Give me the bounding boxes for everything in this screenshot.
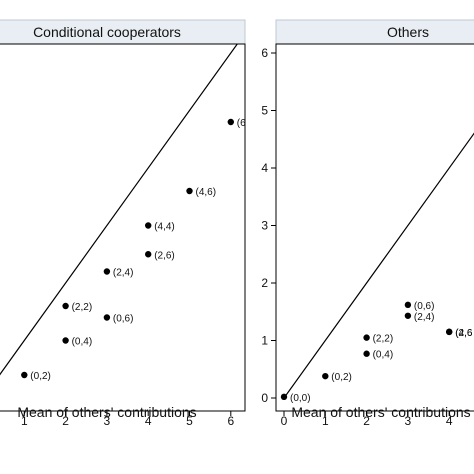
panel-2-point-label: (2,6 [455, 328, 473, 339]
panel-1-point-label: (4,4) [154, 222, 175, 233]
panel-1-data-point [21, 371, 28, 379]
panel-1-diagonal-line [0, 44, 239, 376]
panel-1-data-point [145, 222, 152, 229]
panel-2-xtick-label: 0 [281, 414, 288, 428]
panel-1-xtick-label: 4 [145, 414, 152, 428]
panel-1-xtick-label: 3 [104, 414, 111, 428]
panel-2-point-label: (0,4) [373, 350, 394, 361]
panel-1-data-point [62, 337, 69, 344]
panel-2-data-point [280, 393, 288, 401]
panel-2-ytick-label: 4 [261, 161, 268, 175]
panel-1-point-label: (4,6) [196, 187, 217, 198]
panel-1-point-label: (0,2) [30, 371, 51, 382]
panel-1-point-label: (6,6) [237, 118, 258, 129]
panel-1-xtick-label: 1 [21, 414, 28, 428]
panel-1-data-point [62, 302, 69, 310]
panel-1-data-point [227, 118, 234, 126]
panel-2-xtick-label: 3 [405, 414, 412, 428]
panel-2-data-point [363, 350, 370, 357]
panel-1-data-point [186, 187, 193, 195]
panel-1-point-label: (2,6) [154, 250, 175, 261]
panel-1-strip [0, 19, 246, 45]
panel-2-data-point [404, 312, 412, 319]
panel-1-xtick-label: 2 [62, 414, 69, 428]
panel-2-data-point [404, 301, 412, 309]
panel-1-plot-frame [0, 43, 246, 412]
panel-2-xtick-label: 4 [446, 414, 453, 428]
panel-1-title: Conditional cooperators [33, 24, 181, 40]
panel-2-title: Others [387, 24, 429, 40]
panel-2-point-label: (0,0) [290, 393, 311, 404]
panel-2-point-label: (0,2) [331, 372, 352, 383]
panel-2-plot-frame [275, 43, 474, 412]
panel-2-ytick-label: 3 [261, 219, 268, 233]
panel-2-xlabel: Mean of others' contributions [291, 404, 470, 420]
panel-2-ytick-label: 0 [261, 391, 268, 405]
panel-2-data-point [363, 334, 370, 341]
panel-2-data-point [446, 328, 453, 336]
panel-1-point-label: (0,6) [113, 314, 134, 325]
panel-2-strip [275, 19, 474, 45]
panel-1-data-point [145, 251, 152, 258]
panel-1-xtick-label: 5 [186, 414, 193, 428]
panel-2-ytick-label: 1 [261, 334, 268, 348]
panel-1-data-point [103, 268, 111, 275]
panel-2-point-label: (2,2) [373, 334, 394, 345]
panel-2-xtick-label: 2 [363, 414, 370, 428]
panel-1-data-point [103, 314, 111, 321]
panel-2-point-label: (2,4) [414, 312, 435, 323]
panel-2-diagonal-line [283, 132, 474, 399]
panel-1-point-label: (2,4) [113, 268, 134, 279]
panel-2-ytick-label: 2 [261, 276, 268, 290]
panel-2-point-label: (0,6) [414, 301, 435, 312]
panel-2-point-label: (4,6 [455, 328, 473, 339]
panel-2-xtick-label: 1 [322, 414, 329, 428]
panel-1-point-label: (0,4) [72, 337, 93, 348]
panel-1-point-label: (2,2) [72, 302, 93, 313]
panel-2-ytick-label: 6 [261, 46, 268, 60]
panel-2-data-point [322, 372, 329, 380]
panel-1-xtick-label: 6 [227, 414, 234, 428]
panel-2-ytick-label: 5 [261, 104, 268, 118]
